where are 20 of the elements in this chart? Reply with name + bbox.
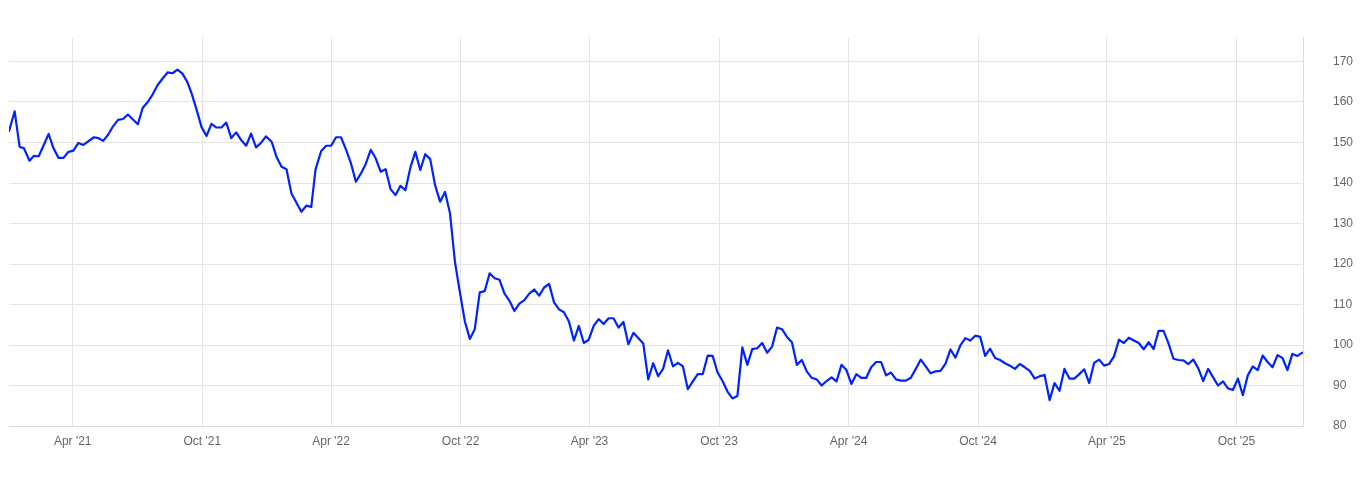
- x-tick-label: Oct '21: [183, 433, 222, 448]
- y-tick-label: 170: [1333, 53, 1354, 68]
- x-tick-label: Oct '25: [1217, 433, 1256, 448]
- y-tick-label: 110: [1333, 296, 1353, 311]
- y-tick-label: 140: [1333, 175, 1354, 190]
- y-tick-label: 120: [1333, 256, 1354, 271]
- x-tick-label: Apr '24: [829, 433, 868, 448]
- x-tick-label: Apr '25: [1088, 433, 1127, 448]
- x-tick-label: Apr '21: [53, 433, 92, 448]
- y-tick-label: 80: [1333, 418, 1347, 433]
- x-tick-label: Apr '22: [312, 433, 351, 448]
- y-tick-label: 160: [1333, 94, 1354, 109]
- y-tick-label: 130: [1333, 215, 1354, 230]
- y-tick-label: 150: [1333, 134, 1354, 149]
- y-tick-label: 100: [1333, 337, 1354, 352]
- x-tick-label: Oct '23: [700, 433, 739, 448]
- x-tick-label: Oct '22: [441, 433, 480, 448]
- x-tick-label: Oct '24: [959, 433, 998, 448]
- x-tick-label: Apr '23: [570, 433, 609, 448]
- y-tick-label: 90: [1333, 377, 1347, 392]
